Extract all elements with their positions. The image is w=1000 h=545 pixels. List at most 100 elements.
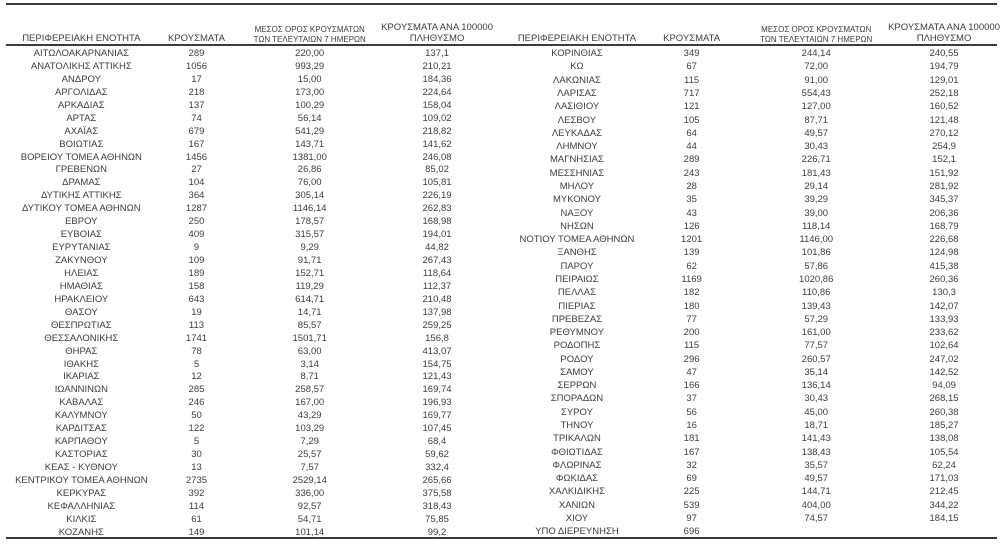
per100k-cell: 142,07 xyxy=(929,300,959,312)
column-header-region: ΠΕΡΙΦΕΡΕΙΑΚΗ ΕΝΟΤΗΤΑ xyxy=(22,32,141,44)
region-cell: ΒΟΙΩΤΙΑΣ xyxy=(59,138,104,150)
cases-cell: 158 xyxy=(188,280,205,292)
per100k-cell: 121,43 xyxy=(422,371,452,383)
avg7-cell: 103,29 xyxy=(295,423,325,435)
per100k-cell: 137,1 xyxy=(425,48,449,59)
region-cell: ΔΡΑΜΑΣ xyxy=(62,177,101,189)
table-row: ΦΛΩΡΙΝΑΣ 32 35,57 62,24 xyxy=(515,460,1000,473)
avg7-cell: 49,57 xyxy=(804,127,829,139)
cases-cell: 409 xyxy=(188,229,205,241)
table-row: ΚΑΒΑΛΑΣ 246 167,00 196,93 xyxy=(8,397,493,410)
table-row: ΚΕΦΑΛΛΗΝΙΑΣ 114 92,57 318,43 xyxy=(8,501,493,514)
avg7-cell: 74,57 xyxy=(804,513,829,525)
table-row: ΘΗΡΑΣ 78 63,00 413,07 xyxy=(8,346,493,359)
cases-cell: 696 xyxy=(683,526,700,538)
region-cell: ΥΠΟ ΔΙΕΡΕΥΝΗΣΗ xyxy=(535,526,619,538)
region-cell: ΜΗΛΟΥ xyxy=(559,180,595,192)
cases-cell: 69 xyxy=(686,473,697,485)
region-cell: ΜΑΓΝΗΣΙΑΣ xyxy=(549,154,604,166)
per100k-cell: 194,01 xyxy=(422,229,452,241)
region-cell: ΠΙΕΡΙΑΣ xyxy=(558,300,596,312)
per100k-cell: 109,02 xyxy=(422,112,452,124)
cases-cell: 126 xyxy=(683,220,700,232)
region-cell: ΚΕΑΣ - ΚΥΘΝΟΥ xyxy=(44,462,118,473)
region-cell: ΚΩ xyxy=(570,61,584,73)
cases-cell: 62 xyxy=(686,260,697,272)
avg7-cell: 336,00 xyxy=(295,487,325,499)
table-row: ΖΑΚΥΝΘΟΥ 109 91,71 267,43 xyxy=(8,255,493,268)
per100k-cell: 152,1 xyxy=(932,154,956,166)
region-cell: ΠΕΙΡΑΙΩΣ xyxy=(555,273,599,285)
table-row: ΝΗΣΩΝ 126 118,14 168,79 xyxy=(515,221,1000,234)
avg7-cell: 614,71 xyxy=(295,293,325,305)
region-cell: ΛΕΥΚΑΔΑΣ xyxy=(551,127,603,139)
table-row: ΚΙΛΚΙΣ 61 54,71 75,85 xyxy=(8,514,493,527)
table-row: ΣΕΡΡΩΝ 166 136,14 94,09 xyxy=(515,380,1000,393)
cases-cell: 115 xyxy=(684,340,700,352)
table-row: ΤΗΝΟΥ 16 18,71 185,27 xyxy=(515,420,1000,433)
table-header-left: ΠΕΡΙΦΕΡΕΙΑΚΗ ΕΝΟΤΗΤΑ ΚΡΟΥΣΜΑΤΑ ΜΕΣΟΣ ΟΡΟ… xyxy=(8,6,493,48)
region-cell: ΖΑΚΥΝΘΟΥ xyxy=(55,255,108,266)
region-cell: ΚΑΒΑΛΑΣ xyxy=(59,397,104,409)
region-cell: ΗΜΑΘΙΑΣ xyxy=(59,280,103,292)
cases-cell: 37 xyxy=(686,393,697,405)
per100k-cell: 252,18 xyxy=(929,88,959,100)
table-row: ΝΑΞΟΥ 43 39,00 206,36 xyxy=(515,207,1000,220)
table-row: ΠΑΡΟΥ 62 57,86 415,38 xyxy=(515,261,1000,274)
per100k-cell: 141,62 xyxy=(422,138,452,150)
table-row: ΛΕΣΒΟΥ 105 87,71 121,48 xyxy=(515,114,1000,127)
avg7-cell: 554,43 xyxy=(801,88,831,100)
table-row: ΔΥΤΙΚΗΣ ΑΤΤΙΚΗΣ 364 305,14 226,19 xyxy=(8,190,493,203)
region-cell: ΦΩΚΙΔΑΣ xyxy=(555,473,599,485)
region-cell: ΑΝΑΤΟΛΙΚΗΣ ΑΤΤΙΚΗΣ xyxy=(30,60,132,72)
per100k-cell: 415,38 xyxy=(929,260,959,272)
table-row: ΑΙΤΩΛΟΑΚΑΡΝΑΝΙΑΣ 289 220,00 137,1 xyxy=(8,48,493,61)
cases-cell: 114 xyxy=(188,500,205,512)
region-cell: ΠΑΡΟΥ xyxy=(560,260,594,272)
avg7-cell: 1501,71 xyxy=(292,332,327,344)
per100k-cell: 210,48 xyxy=(422,293,452,305)
table-row: ΚΟΡΙΝΘΙΑΣ 349 244,14 240,55 xyxy=(515,48,1000,61)
cases-cell: 289 xyxy=(188,48,205,59)
per100k-cell: 124,98 xyxy=(929,247,959,259)
avg7-cell: 152,71 xyxy=(295,267,325,279)
table-row: ΛΗΜΝΟΥ 44 30,43 254,9 xyxy=(515,141,1000,154)
table-row: ΛΕΥΚΑΔΑΣ 64 49,57 270,12 xyxy=(515,128,1000,141)
table-body-left: ΑΙΤΩΛΟΑΚΑΡΝΑΝΙΑΣ 289 220,00 137,1 ΑΝΑΤΟΛΙΚΗΣ… xyxy=(8,48,493,540)
table-row: ΧΑΝΙΩΝ 539 404,00 344,22 xyxy=(515,500,1000,513)
column-header-per100k-line2: ΠΛΗΘΥΣΜΟ xyxy=(916,32,972,44)
table-row: ΞΑΝΘΗΣ 139 101,86 124,98 xyxy=(515,247,1000,260)
region-cell: ΡΟΔΟΥ xyxy=(560,353,594,365)
table-row: ΝΟΤΙΟΥ ΤΟΜΕΑ ΑΘΗΝΩΝ 1201 1146,00 226,68 xyxy=(515,234,1000,247)
avg7-cell: 167,00 xyxy=(295,397,325,409)
region-cell: ΗΛΕΙΑΣ xyxy=(64,267,99,279)
column-header-avg7: ΜΕΣΟΣ ΟΡΟΣ ΚΡΟΥΣΜΑΤΩΝ ΤΩΝ ΤΕΛΕΥΤΑΙΩΝ 7 Η… xyxy=(744,6,888,48)
per100k-cell: 270,12 xyxy=(929,127,959,139)
column-header-per100k-line2: ΠΛΗΘΥΣΜΟ xyxy=(409,32,465,44)
cases-cell: 9 xyxy=(193,242,200,254)
region-cell: ΚΕΦΑΛΛΗΝΙΑΣ xyxy=(47,500,116,512)
avg7-cell: 7,29 xyxy=(300,436,319,448)
cases-cell: 113 xyxy=(188,319,205,331)
per100k-cell: 169,74 xyxy=(422,384,452,396)
cases-cell: 109 xyxy=(188,255,205,266)
per100k-cell: 233,62 xyxy=(929,327,959,339)
per100k-cell: 94,09 xyxy=(932,380,956,392)
cases-cell: 539 xyxy=(683,499,700,511)
avg7-cell: 14,71 xyxy=(297,306,322,318)
cases-cell: 149 xyxy=(188,526,205,538)
table-row: ΔΡΑΜΑΣ 104 76,00 105,81 xyxy=(8,177,493,190)
region-cell: ΣΕΡΡΩΝ xyxy=(557,380,597,392)
region-cell: ΚΕΡΚΥΡΑΣ xyxy=(56,487,107,499)
table-row: ΚΑΡΔΙΤΣΑΣ 122 103,29 107,45 xyxy=(8,423,493,436)
per100k-cell: 129,01 xyxy=(929,74,959,86)
column-header-per100k: ΚΡΟΥΣΜΑΤΑ ΑΝΑ 100000 ΠΛΗΘΥΣΜΟ xyxy=(381,6,493,48)
header-underline-rule xyxy=(6,44,997,46)
per100k-cell: 171,03 xyxy=(929,473,959,485)
column-header-cases: ΚΡΟΥΣΜΑΤΑ xyxy=(168,32,225,44)
region-cell: ΜΕΣΣΗΝΙΑΣ xyxy=(549,167,605,179)
table-row: ΤΡΙΚΑΛΩΝ 181 141,43 138,08 xyxy=(515,433,1000,446)
per100k-cell: 75,85 xyxy=(425,513,449,525)
table-row: ΥΠΟ ΔΙΕΡΕΥΝΗΣΗ 696 xyxy=(515,526,1000,540)
region-cell: ΦΛΩΡΙΝΑΣ xyxy=(552,459,602,471)
